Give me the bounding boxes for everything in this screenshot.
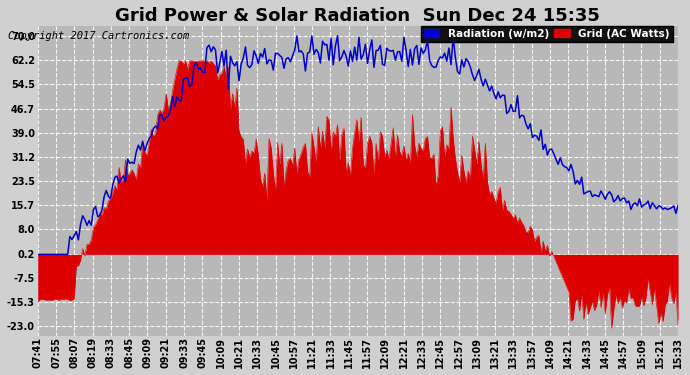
Legend: Radiation (w/m2), Grid (AC Watts): Radiation (w/m2), Grid (AC Watts) <box>421 26 673 42</box>
Title: Grid Power & Solar Radiation  Sun Dec 24 15:35: Grid Power & Solar Radiation Sun Dec 24 … <box>115 7 600 25</box>
Text: Copyright 2017 Cartronics.com: Copyright 2017 Cartronics.com <box>8 32 190 41</box>
